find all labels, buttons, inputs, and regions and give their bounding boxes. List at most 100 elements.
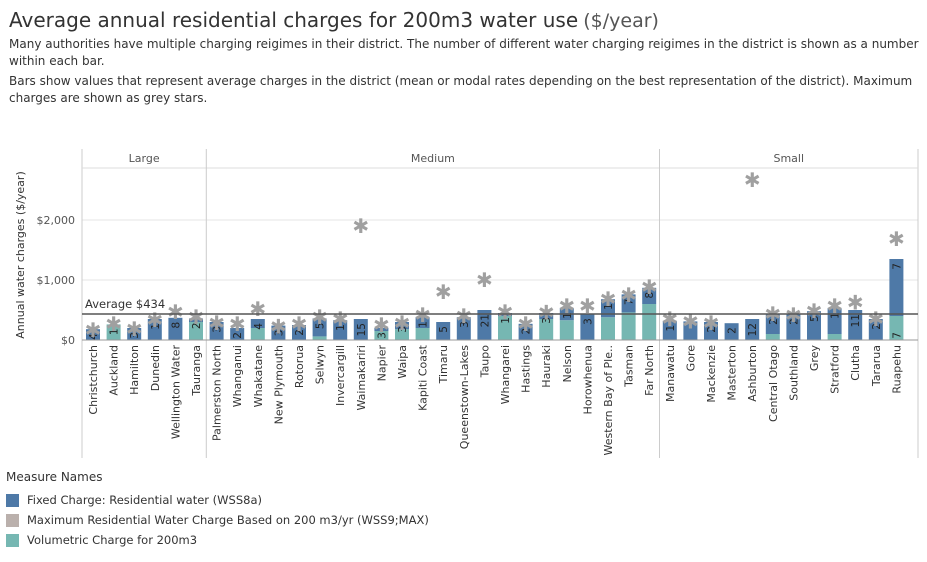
x-tick-label: Gore [684, 345, 697, 372]
bar-volumetric [621, 312, 636, 340]
bar-fixed [395, 322, 409, 330]
regime-count-label: 7 [891, 263, 903, 270]
max-charge-star: ✱ [105, 312, 122, 336]
x-tick-label: Whanganui [231, 345, 244, 407]
bar-fixed [86, 329, 100, 340]
bar-volumetric [415, 328, 430, 340]
max-charge-star: ✱ [311, 305, 328, 329]
max-charge-star: ✱ [867, 307, 884, 331]
chart-title-unit: ($/year) [583, 10, 659, 32]
legend: Measure Names Fixed Charge: Residential … [6, 470, 429, 550]
regime-count-label: 1 [603, 303, 615, 310]
bar-fixed [333, 320, 348, 340]
x-tick-label: Tararua [870, 345, 883, 387]
x-tick-label: Stratford [829, 345, 842, 394]
regime-count-label: 2 [521, 328, 533, 335]
regime-count-label: 1 [500, 317, 512, 324]
bar-fixed [786, 314, 801, 340]
x-tick-label: Clutha [849, 345, 862, 381]
max-charge-star: ✱ [208, 311, 225, 335]
legend-item-fixed[interactable]: Fixed Charge: Residential water (WSS8a) [6, 490, 429, 510]
legend-title: Measure Names [6, 470, 103, 484]
x-tick-label: Hastings [520, 345, 533, 393]
max-charge-star: ✱ [620, 283, 637, 307]
bar-fixed [209, 322, 224, 340]
regime-count-label: 2 [768, 318, 780, 325]
regime-count-label: 3 [129, 332, 141, 339]
max-charge-star: ✱ [826, 294, 843, 318]
x-tick-label: Masterton [726, 345, 739, 401]
x-tick-label: Whangarei [499, 345, 512, 404]
max-charge-star: ✱ [785, 303, 802, 327]
x-tick-label: New Plymouth [272, 345, 285, 424]
x-tick-label: Invercargill [334, 345, 347, 406]
regime-count-label: 5 [438, 326, 450, 333]
bar-volumetric [601, 317, 615, 340]
regime-count-label: 1 [562, 312, 574, 319]
bar-fixed [518, 323, 533, 340]
regime-count-label: 5 [315, 322, 327, 329]
max-charge-star: ✱ [579, 294, 596, 318]
x-tick-label: Wellington Water [169, 345, 182, 440]
max-charge-star: ✱ [188, 305, 205, 329]
bar-fixed [456, 317, 471, 340]
bar-fixed [168, 317, 183, 340]
x-tick-label: Grey [808, 345, 821, 372]
y-tick-label: $0 [61, 334, 75, 347]
max-charge-star: ✱ [600, 287, 617, 311]
max-charge-star: ✱ [641, 275, 658, 299]
legend-label-max: Maximum Residential Water Charge Based o… [27, 513, 429, 527]
regime-count-label: 2 [871, 323, 883, 330]
bar-fixed [848, 310, 863, 340]
regime-count-label: 2 [706, 326, 718, 333]
legend-item-max[interactable]: Maximum Residential Water Charge Based o… [6, 510, 429, 530]
chart-title-main: Average annual residential charges for 2… [9, 8, 579, 32]
max-charge-star: ✱ [229, 312, 246, 336]
max-charge-star: ✱ [435, 280, 452, 304]
regime-count-label: 4 [88, 333, 100, 340]
bar-fixed [580, 314, 595, 340]
x-tick-label: Central Otago [767, 345, 780, 422]
volumetric-count-label: 7 [891, 332, 903, 339]
max-charge-star: ✱ [85, 318, 102, 342]
x-tick-label: Timaru [437, 345, 450, 384]
panel-header-medium: Medium [411, 152, 455, 165]
x-tick-label: Queenstown-Lakes [458, 345, 471, 449]
bar-fixed [374, 328, 389, 331]
chart-subtitle-1: Many authorities have multiple charging … [9, 37, 919, 68]
title-block: Average annual residential charges for 2… [9, 8, 919, 107]
x-tick-label: Tauranga [190, 345, 203, 397]
bar-fixed [724, 323, 739, 340]
bar-fixed [621, 294, 636, 313]
regime-count-label: 21 [479, 314, 491, 327]
max-charge-star: ✱ [373, 313, 390, 337]
bar-fixed [765, 314, 780, 334]
regime-count-label: 2 [294, 329, 306, 336]
x-tick-label: Ashburton [746, 345, 759, 402]
average-reference-label: Average $434 [85, 297, 165, 311]
chart-title: Average annual residential charges for 2… [9, 8, 919, 32]
regime-count-label: 3 [273, 330, 285, 337]
x-tick-label: Whakatane [252, 345, 265, 408]
legend-swatch-max [6, 513, 19, 527]
bar-volumetric [827, 334, 842, 340]
max-charge-star: ✱ [270, 314, 287, 338]
bar-fixed [704, 322, 718, 340]
bar-volumetric [395, 329, 409, 340]
max-charge-star: ✱ [249, 297, 266, 321]
x-tick-label: Mackenzie [705, 345, 718, 403]
x-tick-label: Western Bay of Ple.. [602, 345, 615, 455]
regime-count-label: 3 [459, 321, 471, 328]
bar-fixed [889, 259, 904, 316]
bar-volumetric [189, 322, 203, 340]
regime-count-label: 2 [727, 327, 739, 334]
bar-fixed [312, 318, 327, 337]
bar-fixed [642, 287, 657, 304]
max-charge-star: ✱ [146, 308, 163, 332]
legend-item-volumetric[interactable]: Volumetric Charge for 200m3 [6, 530, 429, 550]
chart-subtitle-2: Bars show values that represent average … [9, 74, 913, 105]
bar-fixed [477, 310, 492, 340]
regime-count-label: 3 [541, 317, 553, 324]
regime-count-label: 8 [170, 322, 182, 329]
x-tick-label: Hamilton [128, 345, 141, 395]
